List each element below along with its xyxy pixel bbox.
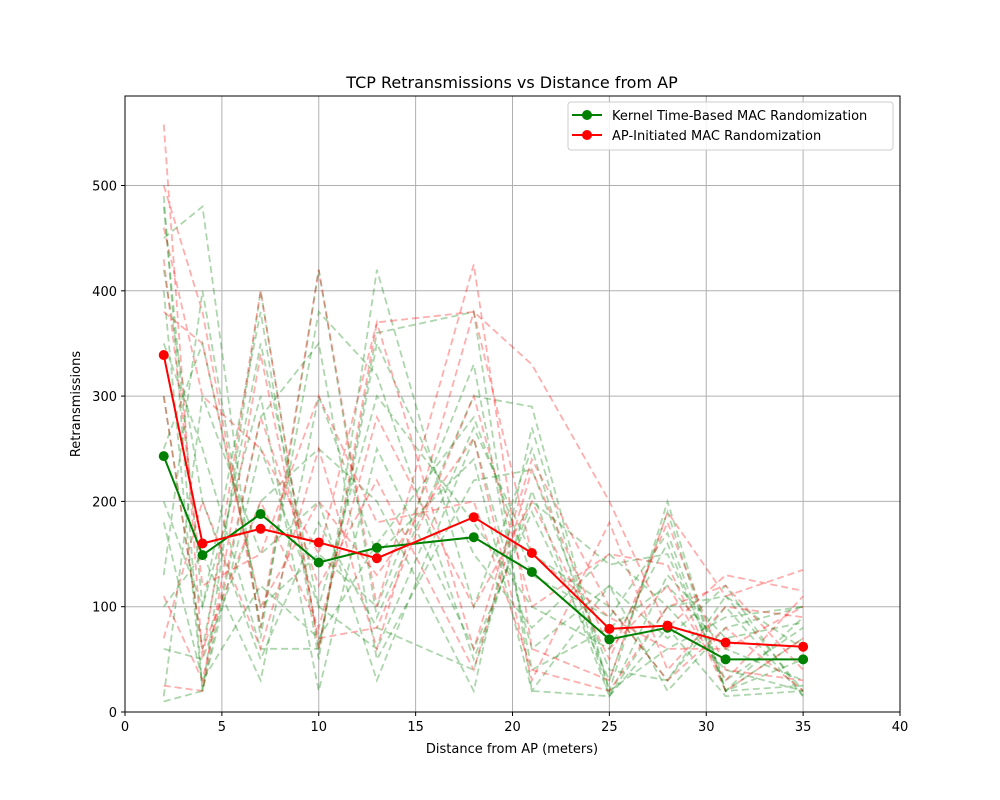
legend: Kernel Time-Based MAC Randomization AP-I… — [567, 101, 894, 151]
y-tick-label: 100 — [92, 601, 117, 616]
y-tick-label: 300 — [92, 390, 117, 405]
x-tick-label: 30 — [698, 720, 715, 735]
data-point-kernel — [798, 654, 809, 665]
x-tick-label: 15 — [407, 720, 424, 735]
data-point-kernel — [526, 566, 537, 577]
y-tick-label: 500 — [92, 180, 117, 195]
x-tick-label: 40 — [892, 720, 909, 735]
data-point-ap — [798, 641, 809, 652]
red-run-line — [162, 227, 804, 692]
data-point-kernel — [313, 557, 324, 568]
data-point-kernel — [604, 634, 615, 645]
green-run-line — [163, 204, 804, 695]
x-tick-label: 5 — [218, 720, 226, 735]
chart-title: TCP Retransmissions vs Distance from AP — [345, 73, 678, 92]
green-run-line — [162, 290, 804, 682]
green-run-line — [162, 340, 804, 682]
data-point-ap — [158, 350, 169, 361]
data-point-kernel — [468, 532, 479, 543]
green-run-line — [162, 343, 804, 697]
y-tick-label: 200 — [92, 495, 117, 510]
legend-label-kernel: Kernel Time-Based MAC Randomization — [612, 109, 867, 124]
legend-box — [567, 101, 894, 151]
legend-marker-kernel — [582, 110, 592, 120]
data-point-ap — [371, 553, 382, 564]
x-tick-label: 20 — [504, 720, 521, 735]
green-run-line — [162, 395, 804, 697]
data-point-ap — [662, 620, 673, 631]
data-point-ap — [468, 512, 479, 523]
red-run-line — [162, 259, 804, 692]
data-point-ap — [313, 537, 324, 548]
green-run-line — [163, 341, 804, 703]
data-point-ap — [255, 523, 266, 534]
green-run-line — [162, 206, 804, 693]
green-run-line — [162, 269, 804, 699]
data-point-kernel — [255, 509, 266, 520]
x-tick-label: 35 — [795, 720, 812, 735]
red-run-line — [163, 353, 804, 693]
y-axis-label: Retransmissions — [69, 351, 84, 457]
red-run-line — [162, 413, 804, 684]
red-run-line — [163, 311, 804, 684]
y-tick-label: 0 — [109, 706, 117, 721]
data-point-ap — [604, 623, 615, 634]
data-point-kernel — [158, 451, 169, 462]
red-run-line — [162, 124, 804, 660]
green-run-line — [162, 415, 804, 692]
legend-marker-ap — [582, 130, 592, 140]
data-point-kernel — [720, 654, 731, 665]
green-run-line — [162, 195, 804, 698]
y-tick-label: 400 — [92, 285, 117, 300]
x-axis-label: Distance from AP (meters) — [426, 742, 598, 757]
data-point-ap — [720, 637, 731, 648]
x-tick-label: 0 — [121, 720, 129, 735]
data-point-kernel — [197, 550, 208, 561]
data-point-kernel — [371, 542, 382, 553]
x-tick-label: 10 — [310, 720, 327, 735]
red-run-line — [162, 185, 804, 682]
green-run-line — [163, 392, 804, 697]
x-tick-label: 25 — [601, 720, 618, 735]
red-run-line — [162, 395, 804, 682]
mean-series-lines — [158, 350, 809, 665]
green-run-line — [162, 269, 804, 699]
data-point-ap — [526, 547, 537, 558]
legend-label-ap: AP-Initiated MAC Randomization — [612, 129, 821, 144]
data-point-ap — [197, 538, 208, 549]
red-run-line — [162, 308, 804, 653]
